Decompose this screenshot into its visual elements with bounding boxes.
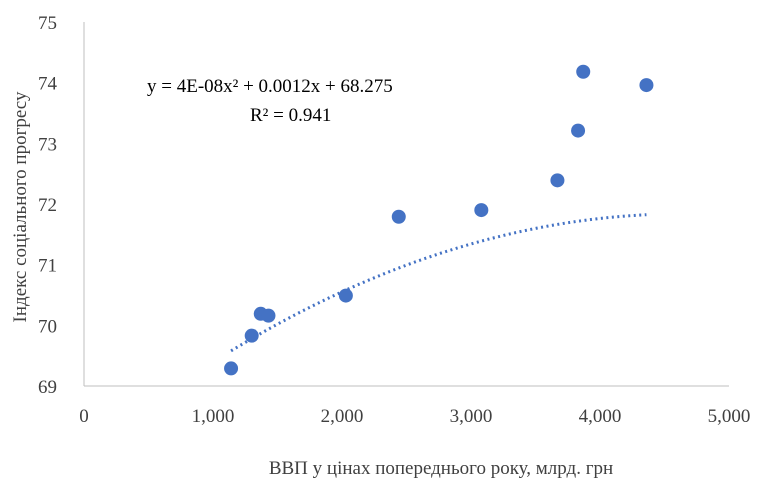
y-tick-labels: 69 70 71 72 73 74 75 xyxy=(38,13,58,398)
y-tick-label: 72 xyxy=(38,195,57,216)
y-tick-label: 71 xyxy=(38,256,57,277)
x-tick-label: 3,000 xyxy=(450,406,493,427)
data-points xyxy=(224,64,654,376)
y-tick-label: 70 xyxy=(38,316,57,337)
data-point xyxy=(391,209,406,224)
y-tick-label: 75 xyxy=(38,13,57,34)
y-tick-label: 74 xyxy=(38,74,58,95)
data-point xyxy=(571,123,586,138)
x-axis-label: ВВП у цінах попереднього року, млрд. грн xyxy=(269,458,613,479)
axes xyxy=(83,22,729,387)
x-tick-label: 4,000 xyxy=(579,406,622,427)
data-point xyxy=(474,203,489,218)
x-tick-label: 2,000 xyxy=(321,406,364,427)
y-tick-label: 69 xyxy=(38,377,57,398)
r-squared-label: R² = 0.941 xyxy=(250,105,331,126)
x-tick-labels: 0 1,000 2,000 3,000 4,000 5,000 xyxy=(79,406,750,427)
data-point xyxy=(338,288,353,303)
data-point xyxy=(261,308,276,323)
y-axis-label: Індекс соціального прогресу xyxy=(10,91,31,322)
y-tick-label: 73 xyxy=(38,134,57,155)
data-point xyxy=(224,361,239,376)
x-tick-label: 0 xyxy=(79,406,89,427)
x-tick-label: 1,000 xyxy=(192,406,235,427)
trendline xyxy=(230,213,647,353)
trendline-equation: y = 4E-08x² + 0.0012x + 68.275 xyxy=(147,76,393,97)
data-point xyxy=(550,173,565,188)
data-point xyxy=(639,78,654,93)
data-point xyxy=(576,64,591,79)
data-point xyxy=(244,328,259,343)
x-tick-label: 5,000 xyxy=(708,406,751,427)
